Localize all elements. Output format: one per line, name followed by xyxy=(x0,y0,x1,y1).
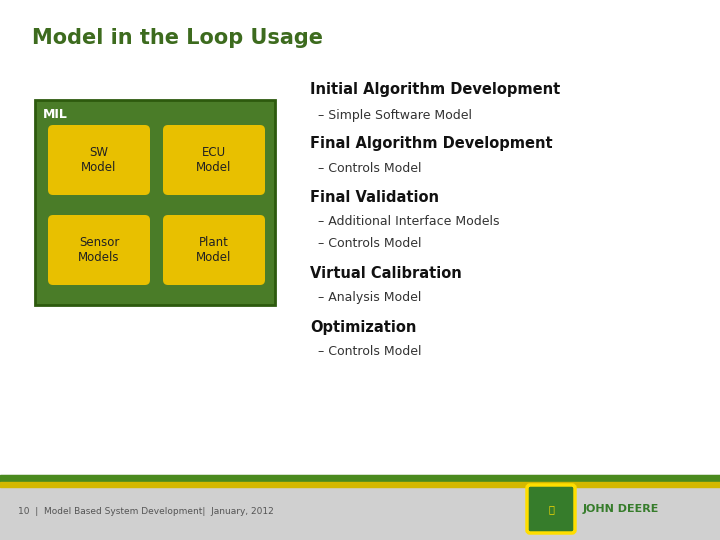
Text: JOHN DEERE: JOHN DEERE xyxy=(583,504,660,514)
FancyBboxPatch shape xyxy=(527,485,575,533)
Text: Optimization: Optimization xyxy=(310,320,416,335)
FancyBboxPatch shape xyxy=(163,125,265,195)
FancyBboxPatch shape xyxy=(48,215,150,285)
Text: Plant
Model: Plant Model xyxy=(197,236,232,264)
Bar xyxy=(0,475,720,482)
Text: – Controls Model: – Controls Model xyxy=(318,345,421,358)
Text: – Analysis Model: – Analysis Model xyxy=(318,291,421,304)
Text: – Additional Interface Models: – Additional Interface Models xyxy=(318,215,500,228)
Text: 10  |  Model Based System Development|  January, 2012: 10 | Model Based System Development| Jan… xyxy=(18,508,274,516)
Text: ECU
Model: ECU Model xyxy=(197,146,232,174)
Text: Sensor
Models: Sensor Models xyxy=(78,236,120,264)
FancyBboxPatch shape xyxy=(163,215,265,285)
FancyBboxPatch shape xyxy=(35,100,275,305)
FancyBboxPatch shape xyxy=(48,125,150,195)
Text: Final Validation: Final Validation xyxy=(310,190,439,205)
Text: Final Algorithm Development: Final Algorithm Development xyxy=(310,136,553,151)
Text: – Controls Model: – Controls Model xyxy=(318,237,421,250)
Text: MIL: MIL xyxy=(43,108,68,121)
Text: – Simple Software Model: – Simple Software Model xyxy=(318,109,472,122)
Text: 🦌: 🦌 xyxy=(548,504,554,514)
Text: – Controls Model: – Controls Model xyxy=(318,163,421,176)
Text: Initial Algorithm Development: Initial Algorithm Development xyxy=(310,82,560,97)
Bar xyxy=(0,482,720,487)
Text: SW
Model: SW Model xyxy=(81,146,117,174)
Bar xyxy=(0,475,720,540)
Text: Model in the Loop Usage: Model in the Loop Usage xyxy=(32,28,323,48)
Text: Virtual Calibration: Virtual Calibration xyxy=(310,266,462,281)
